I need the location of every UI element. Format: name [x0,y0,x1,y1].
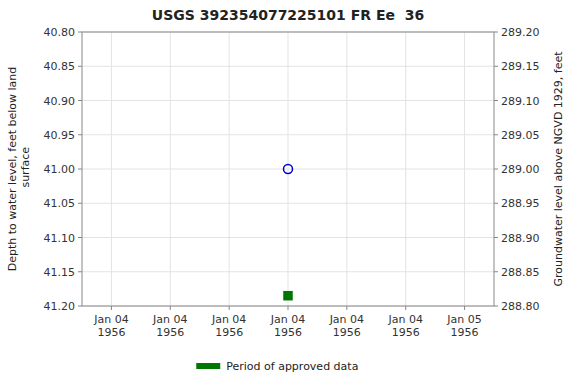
text-line: surface [19,147,32,191]
tick [464,306,465,310]
tick-label: 288.95 [501,197,540,210]
tick [170,306,171,310]
grid-line [405,32,406,306]
tick [494,66,498,67]
text-line: 1956 [274,326,302,339]
marks [284,165,293,300]
tick [494,100,498,101]
tick [288,306,289,310]
tick [405,306,406,310]
tick [78,306,82,307]
grid-line [464,32,465,306]
tick [346,306,347,310]
tick-label: Jan 041956 [152,313,187,339]
tick-label: 289.00 [501,163,540,176]
y2-axis-label: Groundwater level above NGVD 1929, feet [552,51,565,287]
tick-label: 289.20 [501,26,540,39]
tick [78,169,82,170]
tick [78,237,82,238]
chart: 40.80 40.85 40.90 40.95 41.00 41.05 41.10 41.15… [0,0,576,384]
plot-frame [82,32,494,306]
text-line: 1956 [215,326,243,339]
y-axis: 40.80 40.85 40.90 40.95 41.00 41.05 41.10 41.15… [44,26,83,313]
tick [229,306,230,310]
tick-label: Jan 041956 [93,313,128,339]
text-line: Jan 05 [446,313,481,326]
tick [78,271,82,272]
tick-label: 41.00 [44,163,76,176]
text-line: Jan 04 [387,313,422,326]
text-line: 1956 [156,326,184,339]
tick-label: 40.95 [44,129,76,142]
tick-label: 288.85 [501,266,540,279]
grid [82,32,494,306]
tick-label: 40.80 [44,26,76,39]
tick-label: 41.20 [44,300,76,313]
grid-line [170,32,171,306]
x-axis: Jan 041956Jan 041956Jan 041956Jan 041956… [93,306,482,339]
text-line: Jan 04 [270,313,305,326]
tick [111,306,112,310]
tick [494,306,498,307]
tick [494,32,498,33]
tick [494,237,498,238]
grid-line [229,32,230,306]
tick-label: 288.90 [501,232,540,245]
tick-label: Jan 041956 [270,313,305,339]
tick [494,271,498,272]
tick-label: 289.05 [501,129,540,142]
text-line: Jan 04 [211,313,246,326]
text-line: Jan 04 [93,313,128,326]
title: USGS 392354077225101 FR Ee 36 [152,7,424,23]
tick-label: 41.10 [44,232,76,245]
tick-label: Jan 041956 [329,313,364,339]
grid-line [288,32,289,306]
tick-label: 288.80 [501,300,540,313]
tick-label: Jan 041956 [211,313,246,339]
tick-label: 41.15 [44,266,76,279]
tick-label: Jan 041956 [387,313,422,339]
text-line: 1956 [392,326,420,339]
tick [78,32,82,33]
text-line: 1956 [333,326,361,339]
tick-label: 289.10 [501,95,540,108]
tick-label: 289.15 [501,60,540,73]
legend-label: Period of approved data [226,360,358,373]
tick [78,66,82,67]
legend: Period of approved data [196,360,358,373]
tick-label: 40.85 [44,60,76,73]
text-line: 1956 [451,326,479,339]
text-line: 1956 [97,326,125,339]
text-line: Jan 04 [329,313,364,326]
tick [494,203,498,204]
tick-label: 41.05 [44,197,76,210]
grid-line [346,32,347,306]
tick [494,169,498,170]
tick [494,134,498,135]
legend-swatch [196,363,220,369]
tick-label: 40.90 [44,95,76,108]
grid-line [111,32,112,306]
tick [78,203,82,204]
background [0,0,576,384]
text-line: Depth to water level, feet below land [6,67,19,272]
y2-axis: 289.20 289.15 289.10 289.05 289.00 288.95 288.… [494,26,540,313]
tick-label: Jan 051956 [446,313,481,339]
y-axis-label: Depth to water level, feet below land su… [6,67,32,272]
tick [78,134,82,135]
point [284,292,292,300]
tick [78,100,82,101]
point [284,165,293,174]
text-line: Jan 04 [152,313,187,326]
